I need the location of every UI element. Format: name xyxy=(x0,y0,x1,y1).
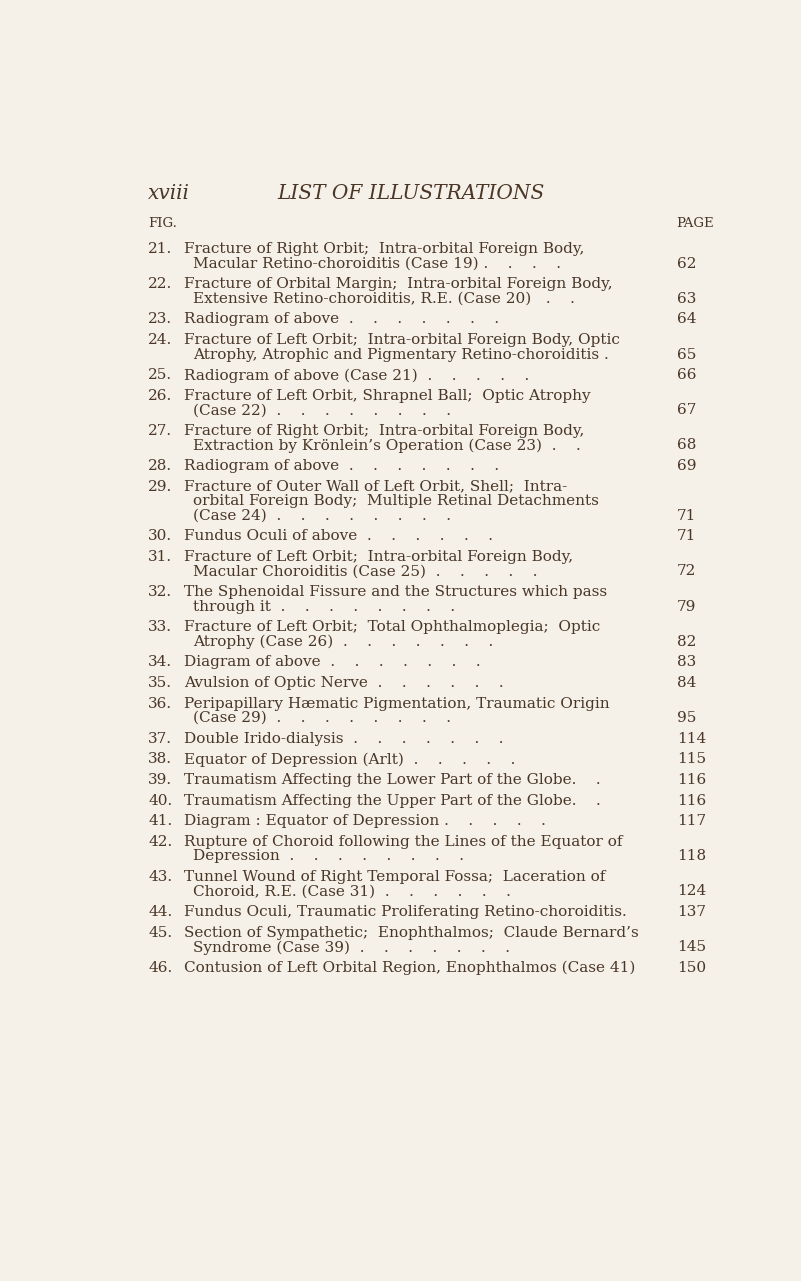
Text: 118: 118 xyxy=(677,849,706,863)
Text: PAGE: PAGE xyxy=(677,216,714,229)
Text: orbital Foreign Body;  Multiple Retinal Detachments: orbital Foreign Body; Multiple Retinal D… xyxy=(193,494,599,509)
Text: 72: 72 xyxy=(677,565,696,579)
Text: Double Irido-dialysis  .    .    .    .    .    .    .: Double Irido-dialysis . . . . . . . xyxy=(183,731,503,746)
Text: 34.: 34. xyxy=(148,656,172,669)
Text: Contusion of Left Orbital Region, Enophthalmos (Case 41): Contusion of Left Orbital Region, Enopht… xyxy=(183,961,635,975)
Text: Macular Retino-choroiditis (Case 19) .    .    .    .: Macular Retino-choroiditis (Case 19) . .… xyxy=(193,256,562,270)
Text: Macular Choroiditis (Case 25)  .    .    .    .    .: Macular Choroiditis (Case 25) . . . . . xyxy=(193,565,537,579)
Text: Tunnel Wound of Right Temporal Fossa;  Laceration of: Tunnel Wound of Right Temporal Fossa; La… xyxy=(183,870,606,884)
Text: 64: 64 xyxy=(677,313,696,327)
Text: Traumatism Affecting the Lower Part of the Globe.    .: Traumatism Affecting the Lower Part of t… xyxy=(183,772,601,787)
Text: Choroid, R.E. (Case 31)  .    .    .    .    .    .: Choroid, R.E. (Case 31) . . . . . . xyxy=(193,884,511,898)
Text: (Case 24)  .    .    .    .    .    .    .    .: (Case 24) . . . . . . . . xyxy=(193,509,451,523)
Text: Atrophy, Atrophic and Pigmentary Retino-choroiditis .: Atrophy, Atrophic and Pigmentary Retino-… xyxy=(193,347,609,361)
Text: 36.: 36. xyxy=(148,697,172,711)
Text: 29.: 29. xyxy=(148,480,172,493)
Text: Atrophy (Case 26)  .    .    .    .    .    .    .: Atrophy (Case 26) . . . . . . . xyxy=(193,634,493,649)
Text: 32.: 32. xyxy=(148,585,172,600)
Text: 79: 79 xyxy=(677,600,696,614)
Text: 115: 115 xyxy=(677,752,706,766)
Text: Extensive Retino-choroiditis, R.E. (Case 20)   .    .: Extensive Retino-choroiditis, R.E. (Case… xyxy=(193,292,575,306)
Text: Diagram : Equator of Depression .    .    .    .    .: Diagram : Equator of Depression . . . . … xyxy=(183,815,545,829)
Text: 21.: 21. xyxy=(148,242,172,256)
Text: 69: 69 xyxy=(677,459,696,473)
Text: LIST OF ILLUSTRATIONS: LIST OF ILLUSTRATIONS xyxy=(277,184,544,204)
Text: 28.: 28. xyxy=(148,459,172,473)
Text: 25.: 25. xyxy=(148,368,172,382)
Text: 22.: 22. xyxy=(148,278,172,291)
Text: Fracture of Right Orbit;  Intra-orbital Foreign Body,: Fracture of Right Orbit; Intra-orbital F… xyxy=(183,242,584,256)
Text: 95: 95 xyxy=(677,711,696,725)
Text: 150: 150 xyxy=(677,961,706,975)
Text: 116: 116 xyxy=(677,794,706,807)
Text: Fundus Oculi of above  .    .    .    .    .    .: Fundus Oculi of above . . . . . . xyxy=(183,529,493,543)
Text: 23.: 23. xyxy=(148,313,172,327)
Text: 44.: 44. xyxy=(148,906,172,918)
Text: Fracture of Orbital Margin;  Intra-orbital Foreign Body,: Fracture of Orbital Margin; Intra-orbita… xyxy=(183,278,613,291)
Text: (Case 22)  .    .    .    .    .    .    .    .: (Case 22) . . . . . . . . xyxy=(193,404,451,418)
Text: 39.: 39. xyxy=(148,772,172,787)
Text: 68: 68 xyxy=(677,438,696,452)
Text: Syndrome (Case 39)  .    .    .    .    .    .    .: Syndrome (Case 39) . . . . . . . xyxy=(193,940,510,954)
Text: 24.: 24. xyxy=(148,333,172,347)
Text: 145: 145 xyxy=(677,940,706,954)
Text: 71: 71 xyxy=(677,529,696,543)
Text: 43.: 43. xyxy=(148,870,172,884)
Text: 67: 67 xyxy=(677,404,696,418)
Text: 37.: 37. xyxy=(148,731,172,746)
Text: Fracture of Left Orbit;  Total Ophthalmoplegia;  Optic: Fracture of Left Orbit; Total Ophthalmop… xyxy=(183,620,600,634)
Text: Fundus Oculi, Traumatic Proliferating Retino-choroiditis.: Fundus Oculi, Traumatic Proliferating Re… xyxy=(183,906,626,918)
Text: 66: 66 xyxy=(677,368,696,382)
Text: 30.: 30. xyxy=(148,529,172,543)
Text: Radiogram of above (Case 21)  .    .    .    .    .: Radiogram of above (Case 21) . . . . . xyxy=(183,368,529,383)
Text: 116: 116 xyxy=(677,772,706,787)
Text: Diagram of above  .    .    .    .    .    .    .: Diagram of above . . . . . . . xyxy=(183,656,481,669)
Text: Fracture of Left Orbit, Shrapnel Ball;  Optic Atrophy: Fracture of Left Orbit, Shrapnel Ball; O… xyxy=(183,389,590,404)
Text: 84: 84 xyxy=(677,676,696,690)
Text: 33.: 33. xyxy=(148,620,172,634)
Text: 83: 83 xyxy=(677,656,696,669)
Text: Fracture of Left Orbit;  Intra-orbital Foreign Body,: Fracture of Left Orbit; Intra-orbital Fo… xyxy=(183,550,573,564)
Text: 71: 71 xyxy=(677,509,696,523)
Text: Avulsion of Optic Nerve  .    .    .    .    .    .: Avulsion of Optic Nerve . . . . . . xyxy=(183,676,504,690)
Text: 42.: 42. xyxy=(148,835,172,849)
Text: 31.: 31. xyxy=(148,550,172,564)
Text: 63: 63 xyxy=(677,292,696,306)
Text: The Sphenoidal Fissure and the Structures which pass: The Sphenoidal Fissure and the Structure… xyxy=(183,585,607,600)
Text: Radiogram of above  .    .    .    .    .    .    .: Radiogram of above . . . . . . . xyxy=(183,313,499,327)
Text: Fracture of Outer Wall of Left Orbit, Shell;  Intra-: Fracture of Outer Wall of Left Orbit, Sh… xyxy=(183,480,567,493)
Text: Extraction by Krönlein’s Operation (Case 23)  .    .: Extraction by Krönlein’s Operation (Case… xyxy=(193,438,581,453)
Text: 40.: 40. xyxy=(148,794,172,807)
Text: 62: 62 xyxy=(677,256,696,270)
Text: 26.: 26. xyxy=(148,389,172,404)
Text: Fracture of Right Orbit;  Intra-orbital Foreign Body,: Fracture of Right Orbit; Intra-orbital F… xyxy=(183,424,584,438)
Text: Traumatism Affecting the Upper Part of the Globe.    .: Traumatism Affecting the Upper Part of t… xyxy=(183,794,601,807)
Text: 46.: 46. xyxy=(148,961,172,975)
Text: Peripapillary Hæmatic Pigmentation, Traumatic Origin: Peripapillary Hæmatic Pigmentation, Trau… xyxy=(183,697,610,711)
Text: (Case 29)  .    .    .    .    .    .    .    .: (Case 29) . . . . . . . . xyxy=(193,711,451,725)
Text: 38.: 38. xyxy=(148,752,172,766)
Text: 27.: 27. xyxy=(148,424,172,438)
Text: 114: 114 xyxy=(677,731,706,746)
Text: Section of Sympathetic;  Enophthalmos;  Claude Bernard’s: Section of Sympathetic; Enophthalmos; Cl… xyxy=(183,926,638,940)
Text: 124: 124 xyxy=(677,884,706,898)
Text: 41.: 41. xyxy=(148,815,172,829)
Text: Fracture of Left Orbit;  Intra-orbital Foreign Body, Optic: Fracture of Left Orbit; Intra-orbital Fo… xyxy=(183,333,620,347)
Text: 45.: 45. xyxy=(148,926,172,940)
Text: 82: 82 xyxy=(677,634,696,648)
Text: 65: 65 xyxy=(677,347,696,361)
Text: through it  .    .    .    .    .    .    .    .: through it . . . . . . . . xyxy=(193,600,455,614)
Text: Radiogram of above  .    .    .    .    .    .    .: Radiogram of above . . . . . . . xyxy=(183,459,499,473)
Text: Equator of Depression (Arlt)  .    .    .    .    .: Equator of Depression (Arlt) . . . . . xyxy=(183,752,515,767)
Text: 117: 117 xyxy=(677,815,706,829)
Text: 35.: 35. xyxy=(148,676,172,690)
Text: xviii: xviii xyxy=(148,184,190,204)
Text: FIG.: FIG. xyxy=(148,216,177,229)
Text: Rupture of Choroid following the Lines of the Equator of: Rupture of Choroid following the Lines o… xyxy=(183,835,622,849)
Text: Depression  .    .    .    .    .    .    .    .: Depression . . . . . . . . xyxy=(193,849,464,863)
Text: 137: 137 xyxy=(677,906,706,918)
